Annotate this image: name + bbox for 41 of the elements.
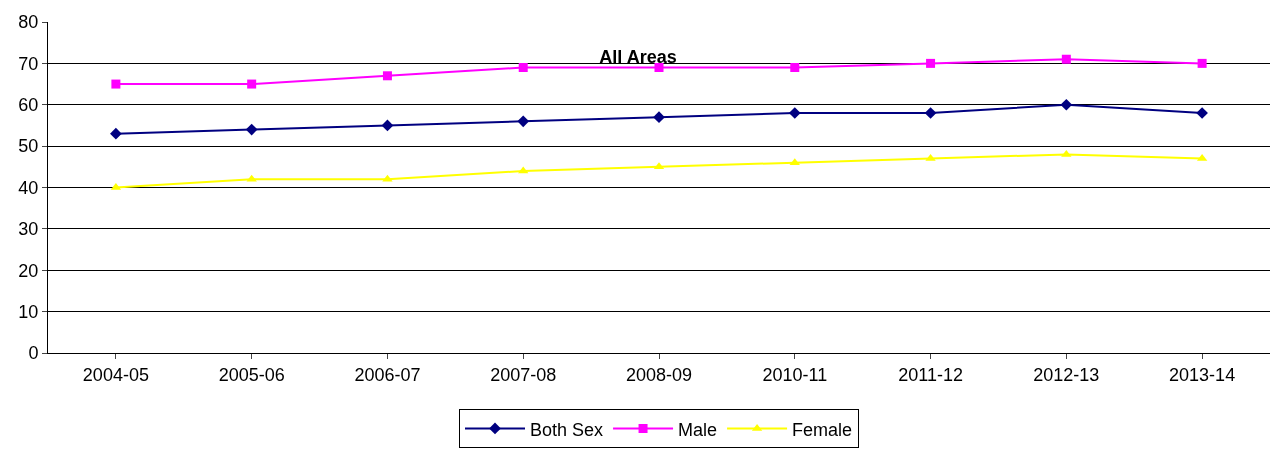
point: [110, 127, 122, 140]
y-tick-label: 60: [18, 95, 39, 116]
point: [1061, 54, 1071, 64]
x-tick-label: 2007-08: [490, 364, 557, 385]
x-tick-label: 2005-06: [218, 364, 285, 385]
legend-label: Both Sex: [530, 419, 604, 440]
x-tick-label: 2006-07: [354, 364, 421, 385]
y-tick-label: 70: [18, 53, 39, 74]
point: [653, 111, 665, 124]
y-tick-label: 30: [18, 219, 39, 240]
x-tick-label: 2013-14: [1169, 364, 1236, 385]
legend-label: Male: [678, 419, 718, 440]
y-tick-label: 80: [18, 12, 39, 33]
point: [1197, 58, 1207, 68]
point: [1061, 149, 1072, 157]
point: [790, 63, 800, 73]
point: [924, 107, 937, 119]
y-tick-label: 50: [18, 136, 39, 157]
point: [111, 79, 121, 89]
x-tick-label: 2004-05: [82, 364, 149, 385]
point: [926, 58, 936, 68]
legend-label: Female: [792, 419, 853, 440]
x-tick-label: 2008-09: [625, 364, 693, 385]
y-tick-label: 0: [28, 343, 39, 364]
point: [1060, 98, 1073, 111]
point: [788, 107, 801, 119]
point: [517, 115, 530, 128]
point: [518, 63, 528, 73]
x-tick-label: 2010-11: [762, 364, 828, 385]
y-tick-label: 40: [18, 177, 39, 198]
y-tick-label: 20: [18, 260, 39, 281]
x-tick-label: 2011-12: [898, 364, 963, 385]
point: [245, 123, 258, 136]
point: [654, 63, 664, 73]
text: All Areas: [599, 46, 677, 67]
point: [247, 79, 257, 89]
x-tick-label: 2012-13: [1033, 364, 1100, 385]
point: [381, 119, 394, 132]
point: [518, 166, 529, 174]
y-tick-label: 10: [18, 301, 39, 322]
point: [382, 71, 392, 81]
